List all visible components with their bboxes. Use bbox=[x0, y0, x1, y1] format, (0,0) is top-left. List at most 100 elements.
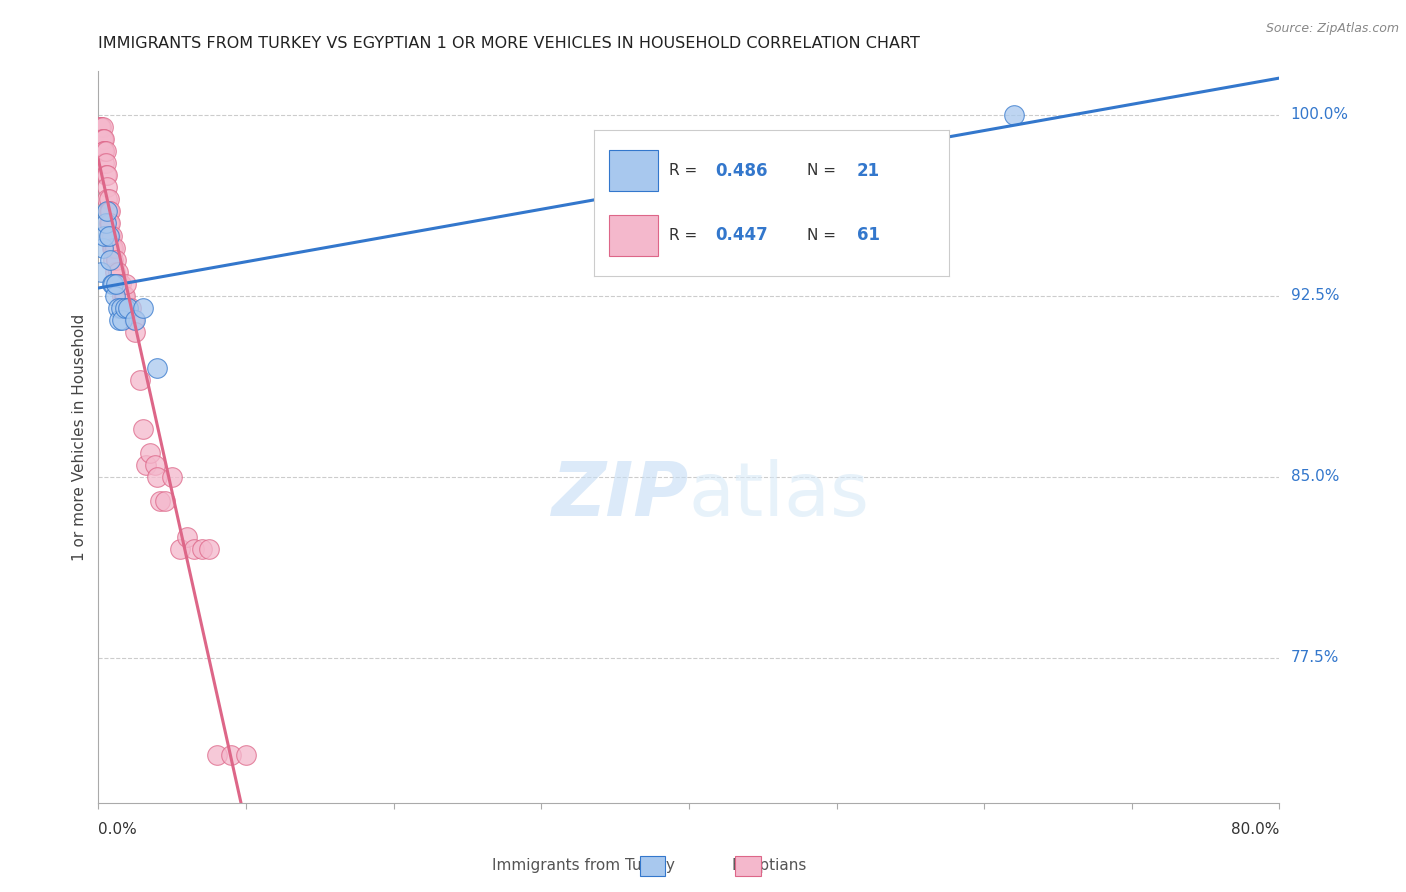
Text: Egyptians: Egyptians bbox=[731, 858, 807, 872]
Point bbox=[96, 168, 118, 182]
Point bbox=[96, 192, 118, 206]
Point bbox=[146, 470, 169, 484]
Point bbox=[103, 252, 125, 267]
Point bbox=[94, 216, 117, 230]
Text: 0.486: 0.486 bbox=[714, 161, 768, 180]
Text: 85.0%: 85.0% bbox=[1291, 469, 1339, 484]
Text: Source: ZipAtlas.com: Source: ZipAtlas.com bbox=[1265, 22, 1399, 36]
Point bbox=[107, 277, 129, 291]
Point bbox=[94, 144, 117, 158]
Point bbox=[105, 252, 128, 267]
Point bbox=[205, 747, 228, 762]
Point bbox=[96, 204, 118, 219]
Point bbox=[191, 542, 214, 557]
Point bbox=[100, 277, 122, 291]
Point bbox=[107, 265, 129, 279]
Point bbox=[91, 132, 114, 146]
Point bbox=[91, 132, 114, 146]
Point bbox=[104, 265, 127, 279]
Text: IMMIGRANTS FROM TURKEY VS EGYPTIAN 1 OR MORE VEHICLES IN HOUSEHOLD CORRELATION C: IMMIGRANTS FROM TURKEY VS EGYPTIAN 1 OR … bbox=[98, 36, 921, 51]
Point bbox=[198, 542, 221, 557]
Text: atlas: atlas bbox=[689, 459, 870, 533]
Text: 0.0%: 0.0% bbox=[98, 822, 138, 837]
Point bbox=[183, 542, 205, 557]
Text: 100.0%: 100.0% bbox=[1291, 107, 1348, 122]
Point bbox=[93, 228, 115, 243]
Text: Immigrants from Turkey: Immigrants from Turkey bbox=[492, 858, 675, 872]
Point bbox=[98, 216, 121, 230]
Point bbox=[108, 277, 131, 291]
Text: R =: R = bbox=[669, 227, 702, 243]
Point bbox=[115, 277, 138, 291]
Point bbox=[100, 241, 122, 255]
Text: 92.5%: 92.5% bbox=[1291, 288, 1339, 303]
Point bbox=[108, 313, 131, 327]
Point bbox=[90, 132, 112, 146]
Point bbox=[91, 120, 114, 134]
Point bbox=[117, 301, 139, 315]
Point bbox=[96, 180, 118, 194]
Point bbox=[132, 301, 155, 315]
Point bbox=[124, 325, 146, 339]
Point bbox=[98, 204, 121, 219]
Text: 21: 21 bbox=[856, 161, 880, 180]
Point bbox=[94, 168, 117, 182]
Point bbox=[97, 204, 120, 219]
Point bbox=[93, 132, 115, 146]
Point bbox=[91, 241, 114, 255]
Point bbox=[107, 301, 129, 315]
Point bbox=[104, 241, 127, 255]
Point bbox=[122, 313, 145, 327]
Point bbox=[94, 156, 117, 170]
Point bbox=[105, 277, 128, 291]
Point bbox=[103, 241, 125, 255]
Point bbox=[98, 228, 121, 243]
Point bbox=[176, 530, 198, 544]
Point bbox=[117, 301, 139, 315]
Point bbox=[146, 361, 169, 376]
Point bbox=[162, 470, 183, 484]
Point bbox=[93, 144, 115, 158]
Point bbox=[139, 446, 162, 460]
Point bbox=[124, 313, 146, 327]
Point bbox=[120, 301, 142, 315]
Text: R =: R = bbox=[669, 163, 702, 178]
Point bbox=[93, 144, 115, 158]
Point bbox=[169, 542, 191, 557]
Point bbox=[103, 277, 125, 291]
Point bbox=[143, 458, 166, 472]
Text: N =: N = bbox=[807, 163, 841, 178]
Point bbox=[97, 216, 120, 230]
Point bbox=[149, 494, 172, 508]
Point bbox=[98, 252, 121, 267]
Text: 0.447: 0.447 bbox=[714, 227, 768, 244]
Point bbox=[128, 373, 150, 387]
Point bbox=[110, 277, 132, 291]
FancyBboxPatch shape bbox=[609, 151, 658, 191]
Point bbox=[90, 132, 112, 146]
Point bbox=[114, 301, 136, 315]
Text: 77.5%: 77.5% bbox=[1291, 650, 1339, 665]
Point bbox=[97, 228, 120, 243]
Point bbox=[100, 228, 122, 243]
Point bbox=[89, 120, 111, 134]
Point bbox=[132, 422, 155, 436]
Point bbox=[1002, 108, 1025, 122]
Point bbox=[235, 747, 257, 762]
Point bbox=[90, 120, 112, 134]
Point bbox=[97, 192, 120, 206]
Point bbox=[93, 156, 115, 170]
Point bbox=[110, 301, 132, 315]
Text: 61: 61 bbox=[856, 227, 880, 244]
Text: 80.0%: 80.0% bbox=[1232, 822, 1279, 837]
Point bbox=[111, 313, 134, 327]
Text: N =: N = bbox=[807, 227, 841, 243]
Point bbox=[91, 144, 114, 158]
Y-axis label: 1 or more Vehicles in Household: 1 or more Vehicles in Household bbox=[72, 313, 87, 561]
Point bbox=[104, 289, 127, 303]
Point bbox=[112, 289, 135, 303]
Point bbox=[111, 289, 134, 303]
Point bbox=[89, 120, 111, 134]
Point bbox=[219, 747, 242, 762]
FancyBboxPatch shape bbox=[609, 215, 658, 256]
